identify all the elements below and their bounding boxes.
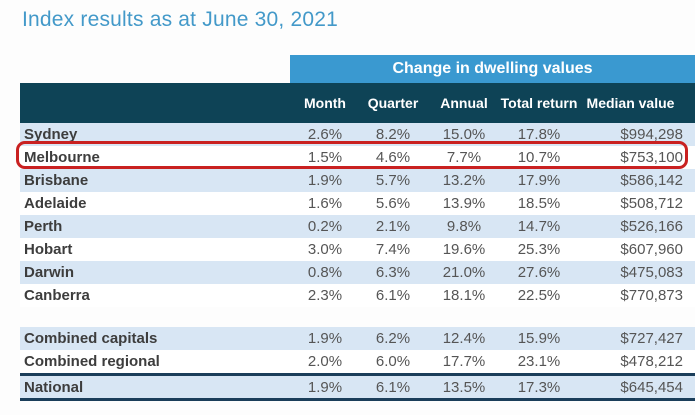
- cell-quarter: 4.6%: [375, 149, 411, 166]
- cell-quarter: 7.4%: [375, 241, 411, 258]
- cell-quarter: 6.3%: [375, 264, 411, 281]
- cell-total-return: 10.7%: [517, 149, 561, 166]
- cell-annual: 13.9%: [442, 195, 486, 212]
- header-region: [20, 83, 292, 123]
- table-row-brisbane: Brisbane 1.9% 5.7% 13.2% 17.9% $586,142: [20, 169, 695, 192]
- cell-month: 1.9%: [307, 330, 343, 347]
- cell-total-return: 25.3%: [517, 241, 561, 258]
- cell-annual: 21.0%: [442, 264, 486, 281]
- cell-total-return: 15.9%: [517, 330, 561, 347]
- table-row-perth: Perth 0.2% 2.1% 9.8% 14.7% $526,166: [20, 215, 695, 238]
- cell-month: 2.6%: [307, 126, 343, 143]
- row-label: Canberra: [24, 287, 90, 304]
- cell-median-value: $526,166: [620, 218, 683, 235]
- cell-total-return: 17.3%: [517, 378, 561, 396]
- row-label: Perth: [24, 218, 63, 235]
- cell-median-value: $475,083: [620, 264, 683, 281]
- cell-total-return: 22.5%: [517, 287, 561, 304]
- row-label: Adelaide: [24, 195, 87, 212]
- cell-annual: 17.7%: [442, 353, 486, 370]
- row-label: Combined regional: [24, 353, 160, 370]
- cell-month: 1.6%: [307, 195, 343, 212]
- cell-quarter: 2.1%: [375, 218, 411, 235]
- cell-total-return: 14.7%: [517, 218, 561, 235]
- row-label: Melbourne: [24, 149, 100, 166]
- table-row-darwin: Darwin 0.8% 6.3% 21.0% 27.6% $475,083: [20, 261, 695, 284]
- cell-month: 3.0%: [307, 241, 343, 258]
- row-label: Sydney: [24, 126, 78, 143]
- cell-quarter: 8.2%: [375, 126, 411, 143]
- cell-annual: 12.4%: [442, 330, 486, 347]
- table-row-adelaide: Adelaide 1.6% 5.6% 13.9% 18.5% $508,712: [20, 192, 695, 215]
- cell-annual: 7.7%: [446, 149, 482, 166]
- dwelling-values-table: Change in dwelling values Month Quarter …: [20, 55, 695, 401]
- cell-quarter: 6.0%: [375, 353, 411, 370]
- table-row-hobart: Hobart 3.0% 7.4% 19.6% 25.3% $607,960: [20, 238, 695, 261]
- table-spacer-row: [20, 307, 695, 327]
- cell-quarter: 6.1%: [375, 287, 411, 304]
- table-row-combined-regional: Combined regional 2.0% 6.0% 17.7% 23.1% …: [20, 350, 695, 373]
- cell-annual: 13.2%: [442, 172, 486, 189]
- cell-quarter: 6.2%: [375, 330, 411, 347]
- cell-median-value: $508,712: [620, 195, 683, 212]
- row-label: Brisbane: [24, 172, 89, 189]
- cell-total-return: 18.5%: [517, 195, 561, 212]
- cell-median-value: $645,454: [620, 378, 683, 396]
- cell-quarter: 6.1%: [375, 378, 411, 396]
- cell-median-value: $586,142: [620, 172, 683, 189]
- cell-total-return: 17.9%: [517, 172, 561, 189]
- table-row-melbourne: Melbourne 1.5% 4.6% 7.7% 10.7% $753,100: [20, 146, 695, 169]
- table-row-national: National 1.9% 6.1% 13.5% 17.3% $645,454: [20, 373, 695, 401]
- cell-month: 2.0%: [307, 353, 343, 370]
- header-total-return: Total return: [500, 94, 578, 111]
- cell-annual: 19.6%: [442, 241, 486, 258]
- group-header: Change in dwelling values: [290, 55, 695, 83]
- cell-annual: 15.0%: [442, 126, 486, 143]
- cell-total-return: 17.8%: [517, 126, 561, 143]
- header-annual: Annual: [440, 94, 488, 111]
- cell-month: 1.9%: [307, 172, 343, 189]
- cell-median-value: $478,212: [620, 353, 683, 370]
- row-label: National: [24, 378, 84, 396]
- table-row-combined-capitals: Combined capitals 1.9% 6.2% 12.4% 15.9% …: [20, 327, 695, 350]
- cell-median-value: $753,100: [620, 149, 683, 166]
- cell-quarter: 5.7%: [375, 172, 411, 189]
- row-label: Darwin: [24, 264, 75, 281]
- cell-annual: 13.5%: [442, 378, 486, 396]
- cell-median-value: $994,298: [620, 126, 683, 143]
- row-label: Hobart: [24, 241, 73, 258]
- cell-median-value: $770,873: [620, 287, 683, 304]
- cell-month: 1.5%: [307, 149, 343, 166]
- cell-total-return: 27.6%: [517, 264, 561, 281]
- page-title: Index results as at June 30, 2021: [22, 8, 338, 31]
- cell-month: 0.2%: [307, 218, 343, 235]
- table-row-sydney: Sydney 2.6% 8.2% 15.0% 17.8% $994,298: [20, 123, 695, 146]
- row-label: Combined capitals: [24, 330, 158, 347]
- header-quarter: Quarter: [367, 94, 419, 111]
- group-header-row: Change in dwelling values: [20, 55, 695, 83]
- cell-median-value: $607,960: [620, 241, 683, 258]
- header-median-value: Median value: [586, 94, 675, 111]
- cell-month: 1.9%: [307, 378, 343, 396]
- cell-total-return: 23.1%: [517, 353, 561, 370]
- cell-annual: 18.1%: [442, 287, 486, 304]
- header-month: Month: [304, 94, 346, 111]
- cell-quarter: 5.6%: [375, 195, 411, 212]
- cell-month: 0.8%: [307, 264, 343, 281]
- cell-annual: 9.8%: [446, 218, 482, 235]
- table-header-row: Month Quarter Annual Total return Median…: [20, 83, 695, 123]
- cell-month: 2.3%: [307, 287, 343, 304]
- table-row-canberra: Canberra 2.3% 6.1% 18.1% 22.5% $770,873: [20, 284, 695, 307]
- cell-median-value: $727,427: [620, 330, 683, 347]
